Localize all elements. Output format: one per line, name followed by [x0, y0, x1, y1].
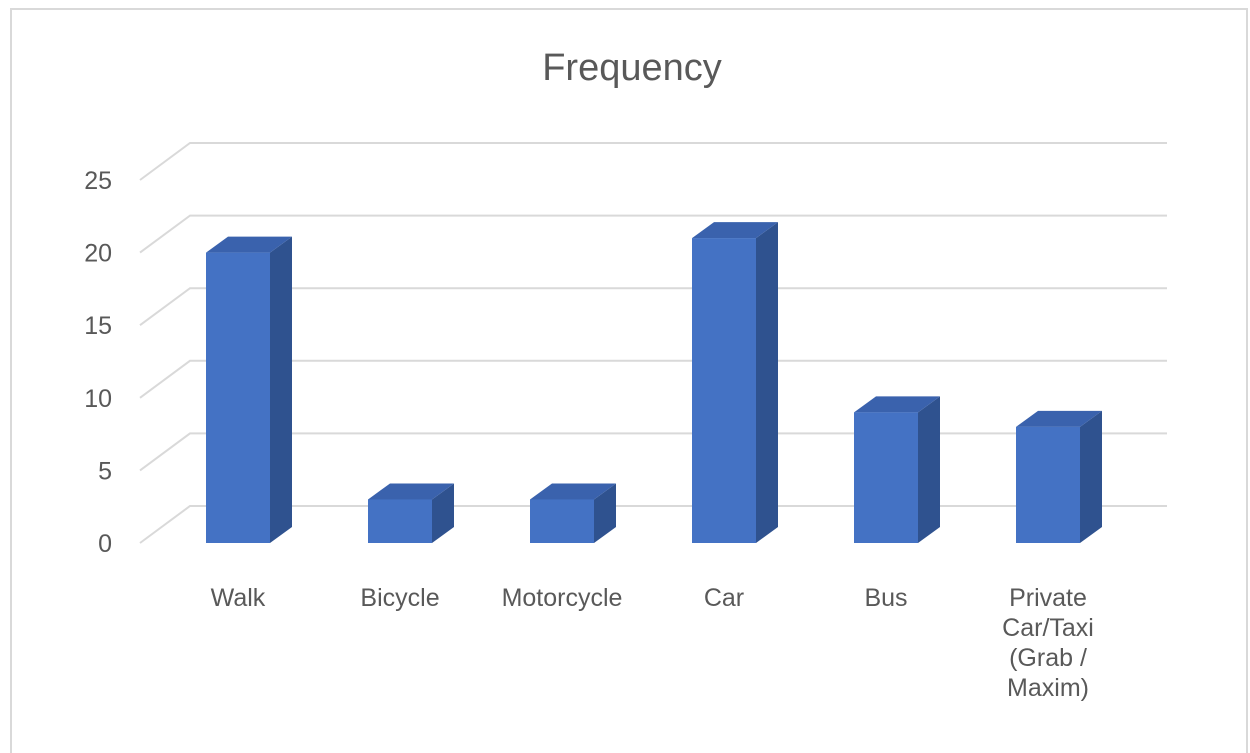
gridline — [139, 432, 1167, 472]
bar-front — [692, 238, 756, 543]
bar-top — [206, 236, 292, 253]
bar-top — [368, 483, 454, 500]
y-tick-label: 10 — [84, 385, 112, 413]
bar-front — [206, 252, 270, 543]
x-tick-label: Bicycle — [360, 584, 439, 612]
bar-front — [368, 499, 432, 543]
bar-top — [854, 396, 940, 413]
bar — [368, 483, 454, 543]
x-tick-label: Private Car/Taxi (Grab / Maxim) — [1002, 584, 1094, 702]
y-tick-label: 15 — [84, 312, 112, 340]
y-tick-label: 25 — [84, 167, 112, 195]
bar — [530, 483, 616, 543]
bars — [206, 222, 1102, 543]
bar-front — [530, 499, 594, 543]
x-tick-label: Walk — [211, 584, 266, 612]
x-tick-label: Motorcycle — [502, 584, 623, 612]
bar-top — [1016, 410, 1102, 427]
chart-title: Frequency — [542, 47, 722, 89]
x-tick-label: Bus — [864, 584, 907, 612]
bar-side — [594, 483, 616, 543]
bar-side — [432, 483, 454, 543]
gridline — [139, 505, 1167, 544]
gridline — [139, 359, 1167, 399]
bar-side — [756, 222, 778, 543]
x-axis-labels: Walk Bicycle Motorcycle Car Bus Private Car/Ta… — [211, 584, 1094, 702]
y-tick-label: 20 — [84, 240, 112, 268]
bar — [206, 236, 292, 543]
bar — [692, 222, 778, 543]
gridline — [139, 142, 1167, 181]
bar-front — [854, 412, 918, 543]
bar-side — [1080, 410, 1102, 543]
x-tick-label: Car — [704, 584, 744, 612]
bar — [1016, 410, 1102, 543]
bar — [854, 396, 940, 543]
gridlines — [139, 142, 1167, 544]
y-tick-label: 0 — [98, 530, 112, 558]
bar-top — [530, 483, 616, 500]
bar-top — [692, 222, 778, 239]
bar-side — [270, 236, 292, 543]
y-axis-ticks: 0 5 10 15 20 25 — [84, 167, 112, 558]
bar-front — [1016, 426, 1080, 543]
y-tick-label: 5 — [98, 457, 112, 485]
gridline — [139, 287, 1167, 327]
bar-side — [918, 396, 940, 543]
gridline — [139, 214, 1167, 254]
